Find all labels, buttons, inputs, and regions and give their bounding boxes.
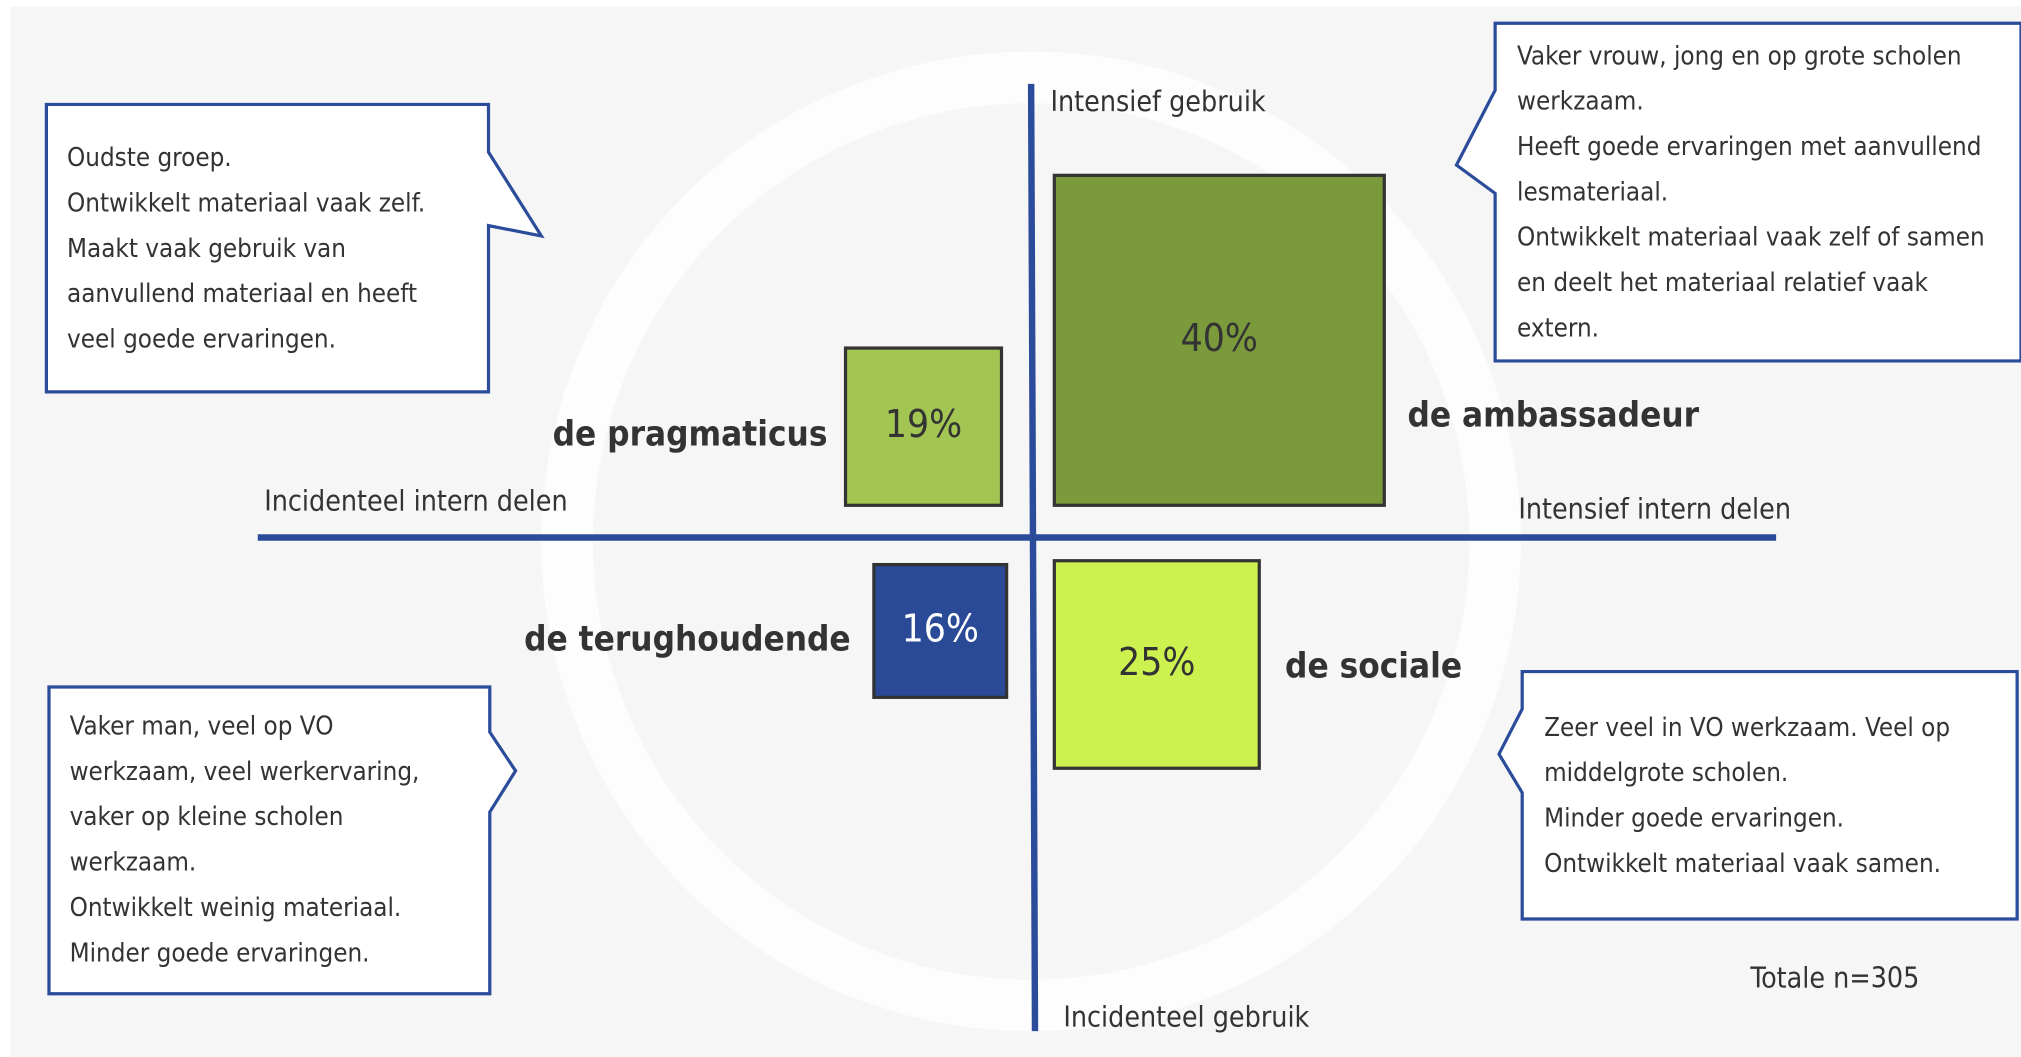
description-line: Vaker man, veel op VO (70, 711, 334, 741)
description-line: Oudste groep. (67, 143, 232, 173)
axis-label: Intensief intern delen (1518, 492, 1791, 525)
description-line: Heeft goede ervaringen met aanvullend (1517, 132, 1981, 162)
segment-square (872, 562, 1009, 699)
percent-label: 40% (1181, 316, 1258, 361)
axis-label: Incidenteel gebruik (1063, 1000, 1309, 1033)
description-line: Minder goede ervaringen. (70, 938, 370, 968)
description-line: Vaker vrouw, jong en op grote scholen (1517, 41, 1962, 71)
description-line: aanvullend materiaal en heeft (67, 279, 417, 309)
watermark (541, 51, 1521, 1032)
callout-box (1454, 21, 2021, 363)
segment-name: de sociale (1285, 647, 1462, 687)
description-line: veel goede ervaringen. (67, 325, 336, 355)
axis-label: Incidenteel intern delen (264, 485, 567, 518)
description-line: Minder goede ervaringen. (1544, 804, 1844, 834)
segment-name: de pragmaticus (553, 415, 828, 455)
description-line: lesmateriaal. (1517, 177, 1668, 207)
percent-label: 25% (1118, 640, 1195, 685)
description-line: Ontwikkelt materiaal vaak zelf. (67, 188, 425, 218)
description-line: Ontwikkelt materiaal vaak samen. (1544, 849, 1941, 879)
segment-square (1052, 559, 1261, 770)
description-line: werkzaam. (1517, 87, 1644, 117)
description-line: werkzaam. (70, 848, 197, 878)
segment-name: de terughoudende (524, 620, 851, 660)
description-line: en deelt het materiaal relatief vaak (1517, 268, 1928, 298)
percent-label: 19% (885, 402, 962, 447)
description-line: Ontwikkelt materiaal vaak zelf of samen (1517, 223, 1985, 253)
segment-name: de ambassadeur (1407, 395, 1699, 435)
segment-square (843, 346, 1004, 507)
segment-square (1052, 173, 1386, 507)
description-line: Maakt vaak gebruik van (67, 234, 346, 264)
description-line: Ontwikkelt weinig materiaal. (70, 893, 402, 923)
callout-box (47, 685, 518, 996)
vertical-axis (1027, 83, 1039, 1032)
description-line: extern. (1517, 313, 1599, 343)
percent-label: 16% (902, 606, 979, 651)
axis-label: Intensief gebruik (1050, 85, 1265, 118)
footnote: Totale n=305 (1749, 962, 1919, 995)
description-line: middelgrote scholen. (1544, 758, 1788, 788)
description-line: werkzaam, veel werkervaring, (70, 757, 420, 787)
callout-box (44, 102, 545, 394)
quadrants: Vaker vrouw, jong en op grote scholen wer… (44, 21, 2021, 996)
callout-box (1497, 669, 2019, 921)
description-line: Zeer veel in VO werkzaam. Veel op (1544, 713, 1950, 743)
description-line: vaker op kleine scholen (70, 802, 344, 832)
